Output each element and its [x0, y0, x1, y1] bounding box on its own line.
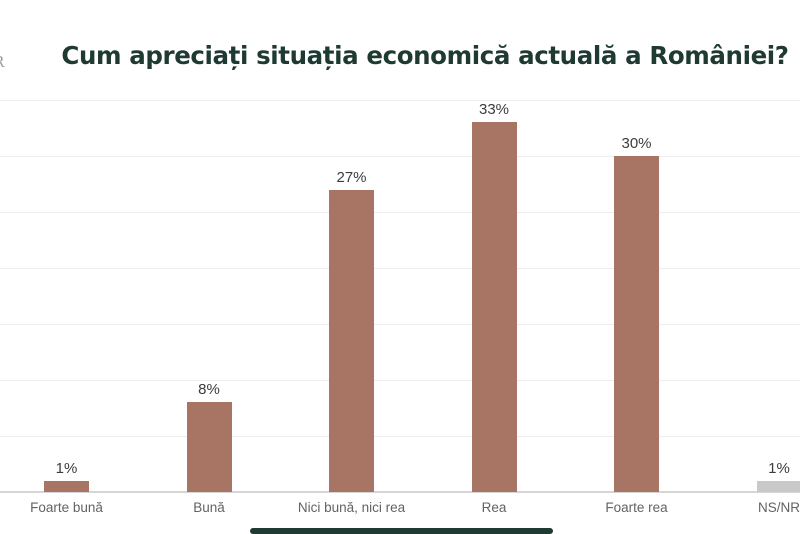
gridline	[0, 100, 800, 101]
bar	[756, 480, 800, 492]
x-axis-label: Rea	[481, 500, 507, 515]
x-axis-line	[0, 491, 800, 493]
gridline	[0, 268, 800, 269]
bar-value-label: 1%	[768, 459, 790, 477]
gridline	[0, 324, 800, 325]
gridline	[0, 380, 800, 381]
gridline	[0, 436, 800, 437]
footer-accent-bar	[250, 528, 553, 534]
bar-value-label: 30%	[621, 135, 652, 152]
chart-title: Cum apreciați situația economică actuală…	[61, 41, 789, 70]
bar	[471, 122, 517, 492]
x-axis-label: Nici bună, nici rea	[297, 500, 406, 515]
bar-value-label: 33%	[478, 101, 510, 119]
bar-value-label: 1%	[55, 459, 78, 477]
gridline	[0, 156, 800, 157]
bar-value-label: 8%	[198, 381, 220, 399]
bar	[329, 189, 374, 492]
x-axis-label: Foarte bună	[30, 500, 103, 515]
x-axis-label: NS/NR	[757, 500, 800, 515]
x-axis-label: Bună	[193, 500, 225, 515]
gridline	[0, 212, 800, 213]
bar	[614, 156, 659, 492]
x-axis-label: Foarte rea	[605, 500, 668, 515]
bar	[186, 402, 232, 492]
bar	[44, 480, 89, 492]
logo-fragment: R	[0, 53, 4, 71]
bar-value-label: 27%	[336, 168, 367, 186]
